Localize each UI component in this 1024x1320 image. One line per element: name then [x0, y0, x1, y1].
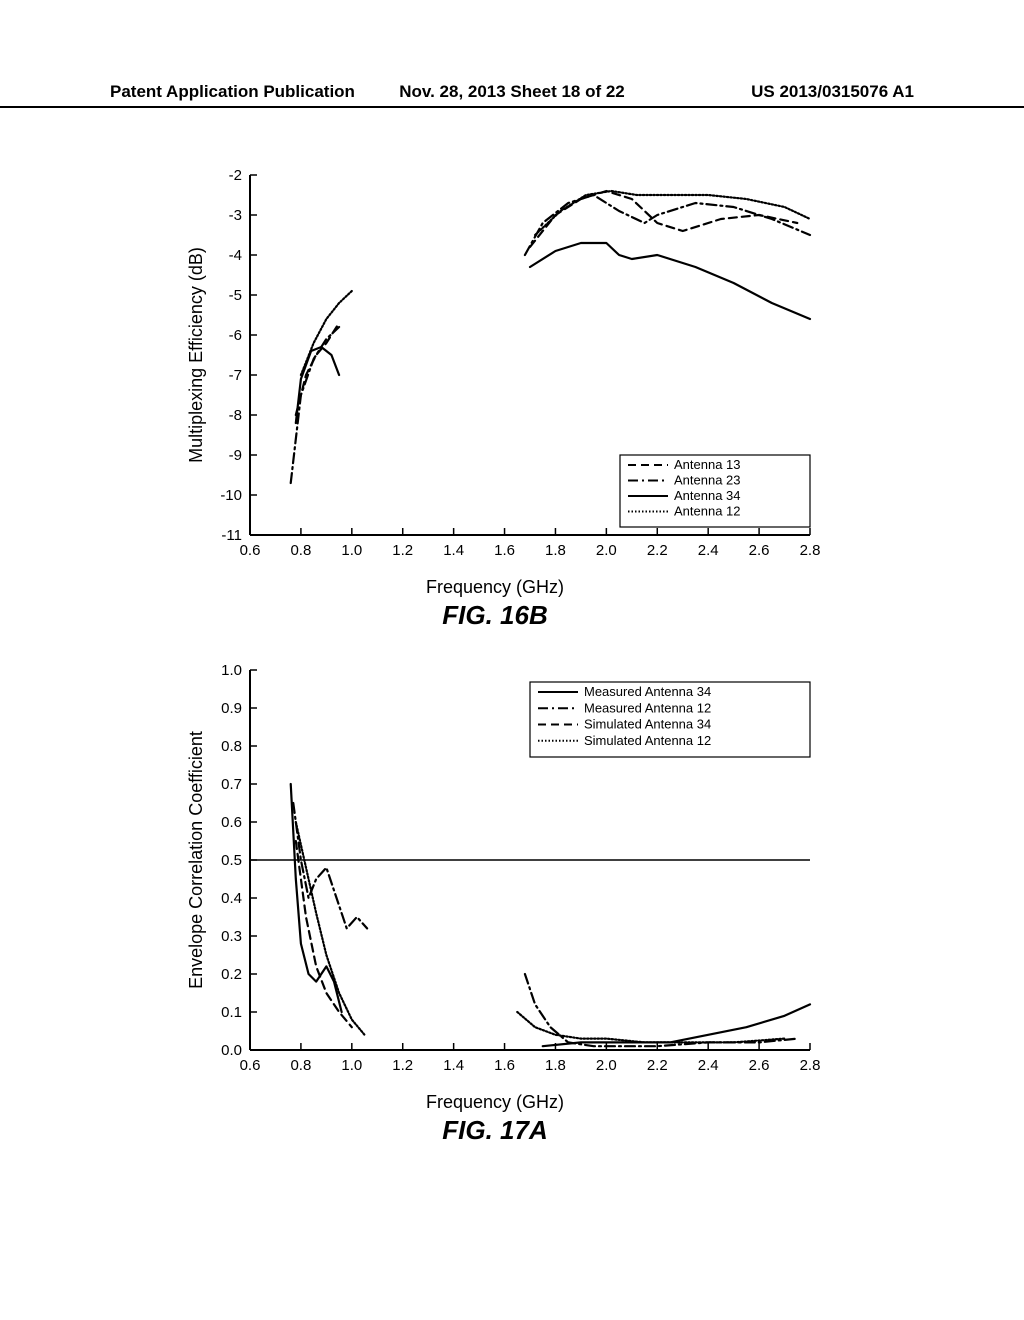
- svg-text:2.0: 2.0: [596, 1057, 617, 1074]
- svg-text:0.8: 0.8: [290, 1057, 311, 1074]
- svg-text:-8: -8: [229, 407, 242, 424]
- x-axis-label-16b: Frequency (GHz): [170, 577, 820, 598]
- svg-text:0.6: 0.6: [221, 814, 242, 831]
- svg-text:Envelope Correlation Coefficie: Envelope Correlation Coefficient: [186, 731, 206, 989]
- caption-17a: FIG. 17A: [170, 1115, 820, 1146]
- header-left: Patent Application Publication: [0, 82, 378, 102]
- svg-text:0.7: 0.7: [221, 776, 242, 793]
- svg-text:2.6: 2.6: [749, 1057, 770, 1074]
- chart-17a: 0.60.81.01.21.41.61.82.02.22.42.62.80.00…: [170, 660, 820, 1090]
- svg-text:0.6: 0.6: [240, 1057, 261, 1074]
- svg-text:1.2: 1.2: [392, 542, 413, 559]
- svg-text:1.4: 1.4: [443, 542, 464, 559]
- svg-text:0.8: 0.8: [290, 542, 311, 559]
- svg-text:2.6: 2.6: [749, 542, 770, 559]
- svg-text:-3: -3: [229, 207, 242, 224]
- svg-text:2.4: 2.4: [698, 1057, 719, 1074]
- caption-16b: FIG. 16B: [170, 600, 820, 631]
- svg-text:Simulated Antenna 34: Simulated Antenna 34: [584, 717, 711, 732]
- svg-text:-4: -4: [229, 247, 242, 264]
- figure-16b: 0.6 0.8 1.0 1.2 1.4 1.6 1.8 2.0 2.2 2.4 2.6 2.8 -11 -…: [170, 165, 820, 631]
- svg-text:1.4: 1.4: [443, 1057, 464, 1074]
- header-right: US 2013/0315076 A1: [646, 82, 1024, 102]
- svg-text:2.8: 2.8: [800, 1057, 820, 1074]
- svg-text:Simulated Antenna 12: Simulated Antenna 12: [584, 733, 711, 748]
- svg-text:0.9: 0.9: [221, 700, 242, 717]
- x-axis-label-17a: Frequency (GHz): [170, 1092, 820, 1113]
- svg-text:Multiplexing Efficiency (dB): Multiplexing Efficiency (dB): [186, 247, 206, 463]
- svg-text:1.6: 1.6: [494, 1057, 515, 1074]
- svg-text:1.0: 1.0: [341, 1057, 362, 1074]
- svg-text:-7: -7: [229, 367, 242, 384]
- svg-text:Antenna 34: Antenna 34: [674, 488, 741, 503]
- page-header: Patent Application Publication Nov. 28, …: [0, 82, 1024, 108]
- page: Patent Application Publication Nov. 28, …: [0, 0, 1024, 1320]
- svg-text:-6: -6: [229, 327, 242, 344]
- svg-text:Antenna 12: Antenna 12: [674, 504, 741, 519]
- svg-text:-9: -9: [229, 447, 242, 464]
- svg-text:0.5: 0.5: [221, 852, 242, 869]
- svg-text:-5: -5: [229, 287, 242, 304]
- chart-16b: 0.6 0.8 1.0 1.2 1.4 1.6 1.8 2.0 2.2 2.4 2.6 2.8 -11 -…: [170, 165, 820, 575]
- svg-text:1.8: 1.8: [545, 542, 566, 559]
- svg-text:2.0: 2.0: [596, 542, 617, 559]
- svg-text:1.0: 1.0: [341, 542, 362, 559]
- svg-text:Antenna 23: Antenna 23: [674, 473, 741, 488]
- svg-text:Measured Antenna 12: Measured Antenna 12: [584, 700, 711, 715]
- svg-text:0.3: 0.3: [221, 928, 242, 945]
- svg-text:-11: -11: [221, 527, 242, 544]
- svg-text:2.4: 2.4: [698, 542, 719, 559]
- svg-text:0.8: 0.8: [221, 738, 242, 755]
- svg-text:1.6: 1.6: [494, 542, 515, 559]
- svg-text:1.0: 1.0: [221, 662, 242, 679]
- svg-text:Antenna 13: Antenna 13: [674, 457, 741, 472]
- figure-17a: 0.60.81.01.21.41.61.82.02.22.42.62.80.00…: [170, 660, 820, 1146]
- svg-text:0.0: 0.0: [221, 1042, 242, 1059]
- svg-text:Measured Antenna 34: Measured Antenna 34: [584, 684, 711, 699]
- svg-text:-2: -2: [229, 167, 242, 184]
- svg-text:2.8: 2.8: [800, 542, 820, 559]
- svg-text:1.2: 1.2: [392, 1057, 413, 1074]
- svg-text:2.2: 2.2: [647, 542, 668, 559]
- svg-text:0.2: 0.2: [221, 966, 242, 983]
- svg-text:0.4: 0.4: [221, 890, 242, 907]
- header-mid: Nov. 28, 2013 Sheet 18 of 22: [378, 82, 646, 102]
- svg-text:0.1: 0.1: [221, 1004, 242, 1021]
- svg-text:-10: -10: [220, 487, 242, 504]
- svg-text:1.8: 1.8: [545, 1057, 566, 1074]
- svg-text:2.2: 2.2: [647, 1057, 668, 1074]
- svg-text:0.6: 0.6: [240, 542, 261, 559]
